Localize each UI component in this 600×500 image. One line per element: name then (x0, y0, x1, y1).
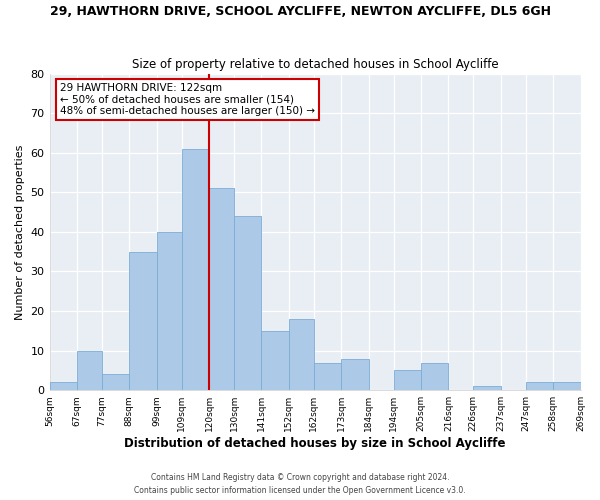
Title: Size of property relative to detached houses in School Aycliffe: Size of property relative to detached ho… (132, 58, 499, 71)
Bar (553, 382, 581, 390)
Bar (234, 216, 262, 390)
Bar (262, 331, 289, 390)
Bar (314, 362, 341, 390)
Text: Contains HM Land Registry data © Crown copyright and database right 2024.
Contai: Contains HM Land Registry data © Crown c… (134, 474, 466, 495)
Y-axis label: Number of detached properties: Number of detached properties (15, 144, 25, 320)
Bar (77, 350, 102, 390)
Bar (209, 188, 234, 390)
Bar (50, 382, 77, 390)
Bar (102, 374, 130, 390)
Bar (289, 319, 314, 390)
Bar (394, 370, 421, 390)
Bar (526, 382, 553, 390)
Bar (341, 358, 368, 390)
Text: 29 HAWTHORN DRIVE: 122sqm
← 50% of detached houses are smaller (154)
48% of semi: 29 HAWTHORN DRIVE: 122sqm ← 50% of detac… (60, 83, 315, 116)
Bar (421, 362, 448, 390)
Bar (473, 386, 501, 390)
Bar (157, 232, 182, 390)
Bar (182, 149, 209, 390)
X-axis label: Distribution of detached houses by size in School Aycliffe: Distribution of detached houses by size … (124, 437, 506, 450)
Bar (130, 252, 157, 390)
Text: 29, HAWTHORN DRIVE, SCHOOL AYCLIFFE, NEWTON AYCLIFFE, DL5 6GH: 29, HAWTHORN DRIVE, SCHOOL AYCLIFFE, NEW… (49, 5, 551, 18)
